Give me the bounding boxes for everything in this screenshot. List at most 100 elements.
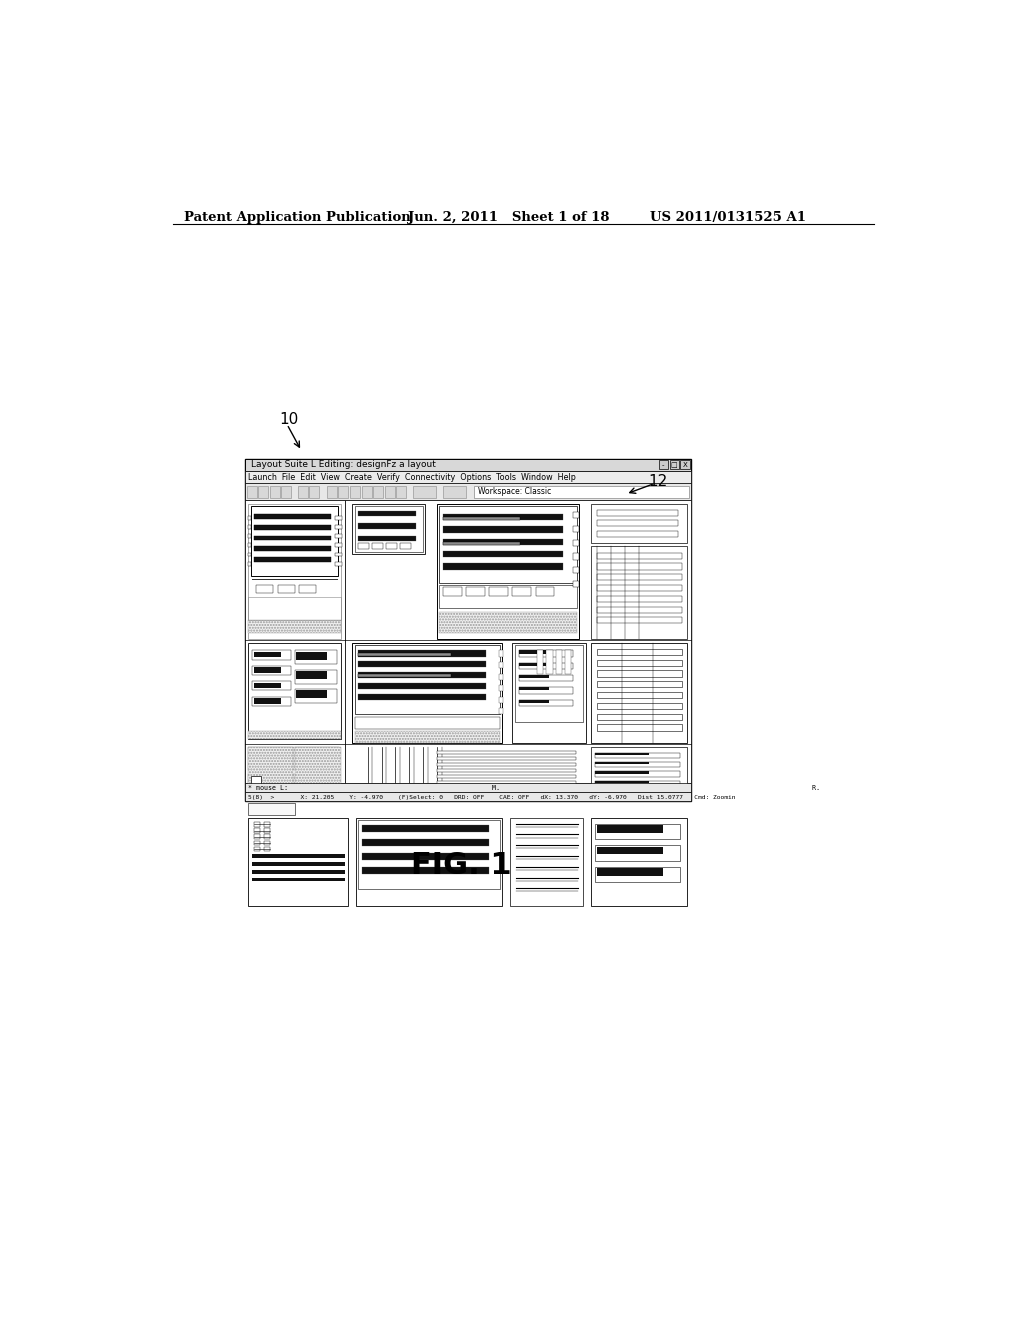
Bar: [443, 527, 562, 533]
Bar: [358, 523, 416, 529]
Bar: [358, 672, 485, 678]
Bar: [573, 512, 580, 517]
Bar: [437, 763, 575, 766]
Bar: [254, 829, 260, 833]
Bar: [252, 870, 345, 874]
Bar: [264, 829, 270, 833]
Bar: [295, 747, 341, 797]
Bar: [245, 483, 691, 500]
Bar: [254, 652, 281, 657]
Bar: [352, 504, 425, 554]
Bar: [254, 557, 331, 562]
Text: Workspace: Classic: Workspace: Classic: [478, 487, 551, 496]
Text: 10: 10: [280, 412, 298, 428]
Text: Layout Suite L Editing: designFz a layout: Layout Suite L Editing: designFz a layou…: [251, 461, 435, 470]
Bar: [443, 564, 562, 570]
Bar: [264, 834, 270, 840]
Bar: [597, 607, 682, 612]
Bar: [358, 651, 485, 656]
Bar: [573, 553, 580, 560]
Bar: [358, 651, 485, 656]
Bar: [437, 504, 580, 639]
Text: -: -: [663, 462, 665, 467]
Bar: [595, 824, 680, 840]
Bar: [518, 675, 572, 681]
Bar: [254, 536, 331, 540]
Bar: [597, 660, 682, 665]
Bar: [309, 486, 319, 498]
Bar: [254, 525, 331, 529]
Bar: [254, 698, 281, 704]
Bar: [249, 504, 341, 639]
Bar: [254, 536, 331, 540]
Bar: [254, 822, 260, 826]
Bar: [295, 651, 337, 664]
Bar: [362, 840, 489, 846]
Bar: [362, 853, 489, 859]
Bar: [358, 682, 485, 689]
Bar: [437, 751, 575, 754]
Bar: [254, 546, 331, 552]
Text: Jun. 2, 2011   Sheet 1 of 18: Jun. 2, 2011 Sheet 1 of 18: [408, 211, 609, 224]
Bar: [591, 643, 687, 743]
Bar: [443, 564, 562, 570]
Bar: [400, 543, 411, 549]
Bar: [499, 709, 503, 714]
Bar: [298, 486, 307, 498]
Bar: [595, 752, 680, 758]
Bar: [597, 553, 682, 558]
Bar: [512, 586, 531, 595]
Bar: [518, 651, 572, 656]
Bar: [264, 822, 270, 826]
Bar: [474, 486, 689, 498]
Bar: [361, 486, 372, 498]
Text: US 2011/0131525 A1: US 2011/0131525 A1: [650, 211, 806, 224]
Bar: [251, 776, 261, 787]
Bar: [597, 585, 682, 591]
Bar: [373, 543, 383, 549]
Bar: [296, 652, 327, 660]
Bar: [254, 834, 260, 840]
Bar: [358, 536, 416, 541]
Bar: [245, 792, 691, 801]
Bar: [413, 486, 436, 498]
Bar: [547, 651, 553, 673]
Bar: [591, 504, 687, 543]
Bar: [439, 507, 578, 583]
Bar: [362, 853, 489, 859]
Bar: [254, 847, 260, 851]
Bar: [595, 762, 680, 767]
Bar: [437, 793, 575, 797]
Bar: [254, 546, 331, 552]
Bar: [565, 651, 571, 673]
Bar: [278, 585, 295, 593]
Bar: [443, 541, 520, 545]
Bar: [362, 840, 489, 846]
Bar: [339, 486, 348, 498]
Bar: [437, 775, 575, 779]
Bar: [518, 663, 550, 665]
Bar: [252, 878, 345, 882]
Bar: [518, 688, 572, 693]
Text: Patent Application Publication: Patent Application Publication: [184, 211, 412, 224]
Bar: [443, 515, 562, 520]
Bar: [597, 869, 663, 876]
Bar: [356, 817, 503, 906]
Bar: [518, 663, 572, 669]
Bar: [264, 841, 270, 845]
Bar: [443, 552, 562, 557]
Bar: [597, 510, 678, 516]
Bar: [358, 682, 485, 689]
Bar: [295, 689, 337, 702]
Text: FIG. 1: FIG. 1: [412, 851, 512, 880]
Bar: [249, 747, 339, 770]
Bar: [573, 581, 580, 587]
Bar: [352, 643, 503, 743]
Bar: [358, 511, 416, 516]
Bar: [336, 544, 342, 548]
Bar: [595, 789, 680, 795]
Bar: [248, 562, 252, 566]
Bar: [354, 645, 500, 714]
Bar: [591, 747, 687, 800]
Bar: [327, 486, 337, 498]
